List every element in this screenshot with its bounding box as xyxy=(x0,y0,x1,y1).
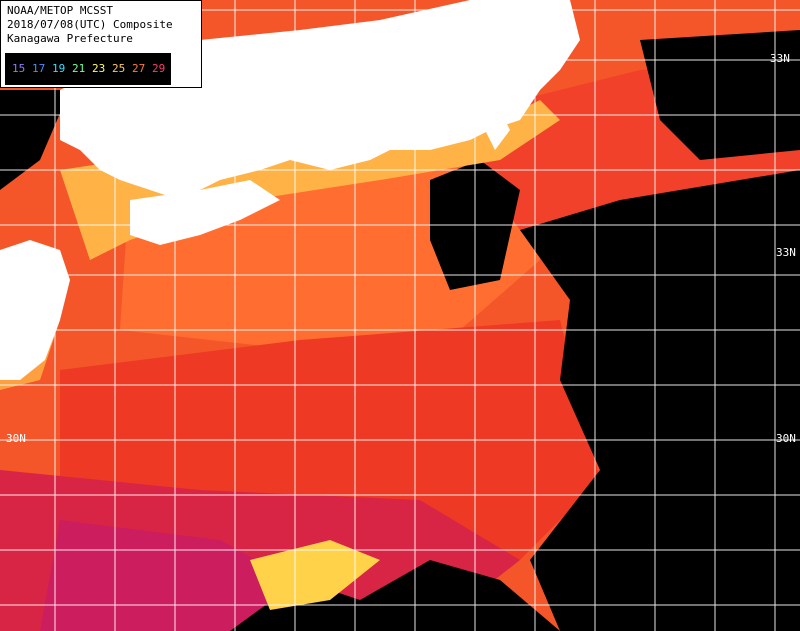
land-izu xyxy=(480,110,510,150)
coast-cool-bottom xyxy=(250,540,380,610)
legend-tick-25: 25 xyxy=(112,62,126,75)
title-line-agency: Kanagawa Prefecture xyxy=(7,32,133,45)
land-shikoku xyxy=(130,180,280,245)
lat-label-30n-right: 30N xyxy=(776,432,796,445)
temperature-legend: 15 17 19 21 23 25 27 29 xyxy=(5,53,171,85)
title-line-source: NOAA/METOP MCSST xyxy=(7,4,113,17)
lat-label-30n-left: 30N xyxy=(6,432,26,445)
cloud-east-top xyxy=(640,30,800,160)
title-line-date: 2018/07/08(UTC) Composite xyxy=(7,18,173,31)
cloud-bottom xyxy=(230,560,560,631)
cloud-east-large xyxy=(520,170,800,631)
legend-tick-27: 27 xyxy=(132,62,146,75)
legend-tick-23: 23 xyxy=(92,62,106,75)
sea-pink-zone xyxy=(40,520,330,631)
legend-tick-17: 17 xyxy=(32,62,46,75)
title-box: NOAA/METOP MCSST 2018/07/08(UTC) Composi… xyxy=(0,0,202,88)
legend-tick-19: 19 xyxy=(52,62,66,75)
lat-label-33n-top: 33N xyxy=(770,52,790,65)
legend-tick-21: 21 xyxy=(72,62,86,75)
legend-tick-29: 29 xyxy=(152,62,166,75)
legend-tick-15: 15 xyxy=(12,62,26,75)
lat-label-33n: 33N xyxy=(776,246,796,259)
